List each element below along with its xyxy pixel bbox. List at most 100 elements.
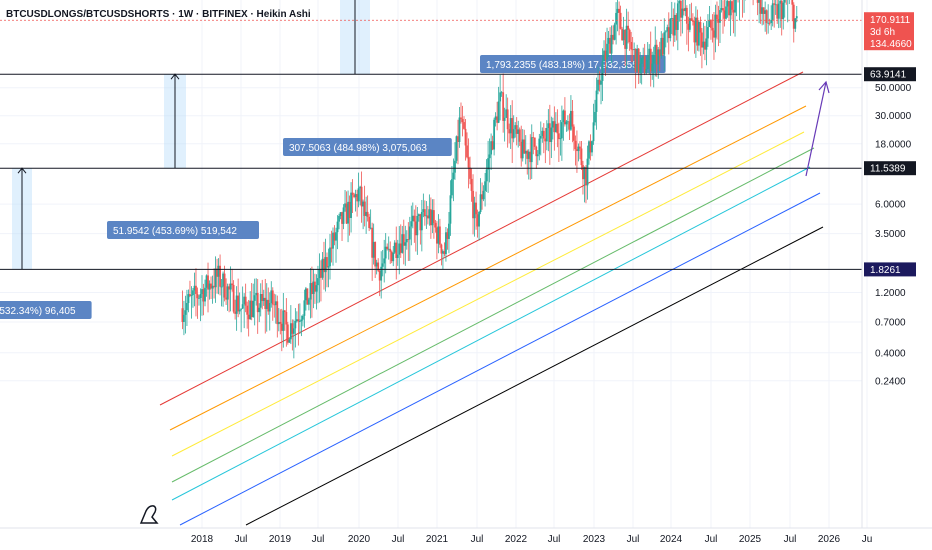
candle-body [386, 246, 389, 249]
candle-body [464, 128, 467, 146]
candle-body [719, 10, 721, 23]
projection-arrow-line [805, 81, 827, 177]
candle-body [436, 227, 438, 244]
candle-body [311, 283, 313, 295]
candle-body [243, 296, 246, 305]
candle-body [392, 252, 395, 262]
candle-body [624, 29, 627, 49]
candle-body [428, 209, 431, 219]
level-badge-label: 1.8261 [870, 265, 901, 276]
candle-body [336, 221, 339, 233]
current-price-label: 170.9111 [870, 15, 911, 26]
candle-body [550, 127, 553, 143]
candle-body [295, 319, 298, 322]
candle-body [619, 12, 622, 29]
candle-body [565, 121, 568, 125]
candle-body [434, 223, 437, 228]
candle-body [655, 44, 658, 65]
candle-body [292, 328, 295, 334]
candle-body [460, 117, 462, 120]
candle-body [687, 23, 690, 30]
candle-body [270, 290, 273, 304]
candle-body [333, 232, 336, 241]
candle-body [381, 263, 384, 267]
candle-body [466, 145, 468, 158]
candle-body [423, 209, 426, 217]
candle-body [734, 0, 736, 13]
candle-body [183, 314, 185, 322]
candle-body [410, 221, 413, 227]
candle-body [359, 186, 362, 189]
candle-body [758, 0, 761, 3]
measure-label-bg [107, 221, 259, 239]
candle-body [332, 232, 334, 249]
candle-body [530, 137, 533, 163]
candles [181, 0, 798, 359]
candle-body [491, 141, 494, 150]
candle-body [562, 110, 565, 123]
candle-body [613, 24, 616, 40]
candle-body [673, 14, 676, 36]
candle-body [458, 117, 461, 143]
candle-body [201, 289, 203, 295]
candle-body [395, 242, 398, 258]
candle-body [682, 8, 685, 12]
candle-body [521, 139, 524, 159]
candle-body [439, 226, 441, 245]
candle-body [362, 201, 365, 207]
candle-body [488, 154, 491, 159]
candle-body [286, 324, 289, 343]
candle-body [582, 165, 584, 180]
candle-body [795, 16, 798, 19]
candle-body [547, 123, 550, 129]
candle-body [654, 44, 657, 55]
candle-body [792, 4, 795, 29]
candle-body [776, 4, 779, 19]
candle-body [368, 216, 371, 228]
x-tick-label: 2022 [505, 534, 528, 545]
candle-body [783, 0, 786, 3]
candle-body [298, 321, 301, 322]
level-badge-label: 11.5389 [870, 164, 906, 175]
candle-body [231, 283, 234, 285]
x-tick-label: Jul [784, 534, 797, 545]
candle-body [577, 146, 580, 152]
candle-body [767, 22, 770, 24]
candle-body [484, 181, 486, 191]
candle-body [190, 295, 193, 296]
measure-label: 307.5063 (484.98%) 3,075,063 [289, 143, 427, 154]
candle-body [238, 309, 241, 312]
candle-body [214, 268, 217, 288]
candle-body [249, 300, 252, 320]
candle-body [729, 1, 732, 16]
candle-body [256, 292, 259, 313]
candle-body [187, 294, 190, 304]
measure-label: 1,793.2355 (483.18%) 17,932,355 [486, 60, 638, 71]
candle-body [660, 37, 663, 56]
candle-body [679, 0, 682, 18]
candle-body [448, 223, 450, 239]
candle-body [213, 285, 215, 288]
candle-body [571, 110, 574, 127]
candle-body [658, 49, 661, 56]
candle-body [420, 212, 423, 231]
candle-body [722, 8, 724, 11]
candle-body [527, 151, 530, 159]
candle-body [761, 7, 764, 14]
candle-body [335, 232, 337, 241]
candle-body [678, 0, 681, 4]
tradingview-logo[interactable] [139, 505, 159, 524]
candle-body [417, 214, 420, 216]
candle-body [416, 215, 419, 236]
candle-body [505, 109, 508, 118]
candle-body [681, 8, 684, 18]
candle-body [708, 19, 711, 28]
candle-body [396, 254, 399, 258]
candle-body [651, 63, 654, 72]
candle-body [523, 139, 526, 154]
candle-body [264, 297, 267, 309]
candle-body [691, 20, 694, 22]
candle-body [634, 49, 637, 72]
